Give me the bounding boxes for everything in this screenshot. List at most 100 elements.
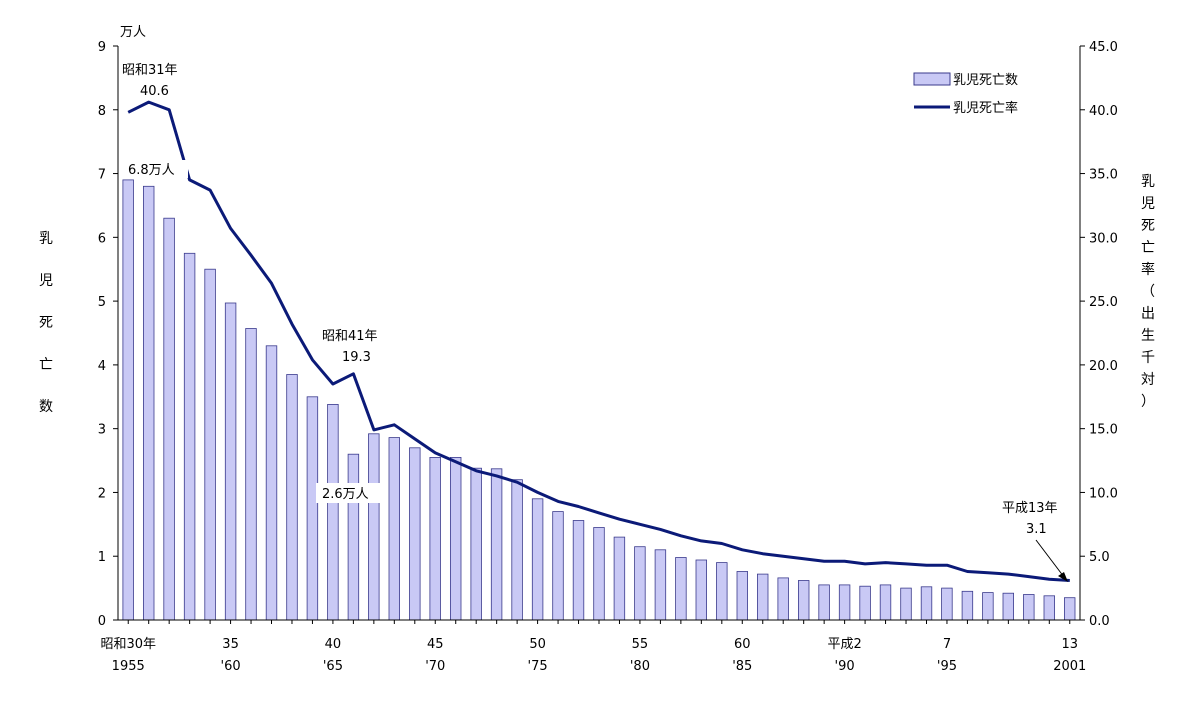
bar-1962: [265, 345, 278, 621]
bar-1999: [1023, 594, 1035, 621]
left-axis-unit: 万人: [120, 25, 146, 40]
left-tick-label: 0: [98, 614, 106, 629]
left-tick-label: 2: [98, 486, 106, 501]
bar-1960: [224, 302, 237, 621]
right-tick-label: 5.0: [1089, 550, 1110, 565]
bar-1956: [142, 185, 155, 621]
bar-1969: [409, 447, 421, 621]
bar-1964: [306, 396, 319, 621]
bar-1978: [593, 527, 605, 621]
legend-swatch-count: [913, 72, 951, 86]
x-tick-label-top: 55: [632, 637, 649, 652]
right-axis-title-char: 亡: [1141, 240, 1155, 256]
annotation-2001-arrow: [1035, 539, 1065, 578]
left-tick-label: 7: [98, 168, 106, 183]
x-tick-label-bottom: '65: [323, 659, 343, 674]
left-tick-label: 8: [98, 104, 106, 119]
annotation-2001-value: 3.1: [1026, 522, 1047, 537]
bar-series: [122, 179, 1076, 621]
x-tick-label-top: 昭和30年: [100, 637, 156, 652]
bar-1993: [900, 587, 912, 621]
right-axis-title-char: 死: [1141, 218, 1155, 234]
bar-1982: [675, 557, 687, 621]
right-tick-label: 25.0: [1089, 295, 1118, 310]
right-tick-label: 30.0: [1089, 231, 1118, 246]
bar-label-bg-1955: [124, 160, 188, 178]
bar-1957: [163, 217, 175, 621]
left-tick-label: 6: [98, 231, 106, 246]
bar-1965: [327, 403, 339, 621]
x-tick-label-top: 13: [1061, 637, 1078, 652]
bar-1967: [368, 433, 380, 621]
bar-1971: [449, 456, 462, 621]
right-tick-label: 20.0: [1089, 359, 1118, 374]
bar-1977: [572, 520, 585, 621]
annotation-2001-arrowhead: [1058, 572, 1068, 582]
annotation-1966-year: 昭和41年: [322, 329, 378, 344]
bar-1955: [122, 179, 134, 621]
bar-1976: [552, 511, 564, 621]
bar-1991: [859, 585, 871, 621]
left-tick-label: 4: [98, 359, 106, 374]
bar-1968: [388, 437, 401, 621]
right-axis-title-char: 児: [1141, 196, 1155, 212]
right-axis-title-char: 千: [1141, 350, 1155, 366]
left-tick-label: 1: [98, 550, 106, 565]
annotation-1966-value: 19.3: [342, 350, 371, 365]
bar-1996: [961, 590, 974, 621]
bar-1990: [838, 584, 851, 621]
x-tick-label-bottom: 2001: [1053, 659, 1086, 674]
right-axis-title-char: （: [1141, 284, 1155, 300]
x-tick-label-top: 45: [427, 637, 444, 652]
bar-1984: [716, 562, 728, 621]
legend-label-rate: 乳児死亡率: [953, 100, 1018, 116]
left-axis-title-char: 数: [39, 399, 53, 415]
annotation-1956-value: 40.6: [140, 84, 169, 99]
bar-1981: [654, 549, 667, 621]
bar-1986: [757, 573, 769, 621]
left-tick-label: 5: [98, 295, 106, 310]
bar-1961: [245, 328, 257, 621]
x-tick-label-bottom: '90: [835, 659, 855, 674]
bar-label-1966: 2.6万人: [322, 487, 369, 502]
right-axis-title-char: 率: [1141, 261, 1155, 278]
left-axis-title-char: 死: [39, 315, 53, 331]
bar-1959: [204, 268, 216, 621]
x-tick-label-top: 平成2: [827, 637, 861, 652]
x-tick-label-top: 40: [325, 637, 342, 652]
bar-1979: [613, 536, 626, 621]
bar-1988: [798, 580, 810, 621]
bar-1994: [920, 586, 933, 621]
left-axis-title-char: 児: [39, 273, 53, 289]
bar-label-bg-1966: [316, 483, 382, 503]
bar-1997: [982, 592, 994, 621]
bar-1983: [695, 559, 708, 621]
right-tick-label: 45.0: [1089, 40, 1118, 55]
x-tick-label-top: 50: [529, 637, 546, 652]
bar-1972: [470, 467, 482, 621]
bar-1987: [777, 577, 789, 621]
bar-1998: [1002, 592, 1015, 621]
bar-1995: [941, 587, 953, 621]
bar-1958: [183, 252, 196, 621]
legend: 乳児死亡数 乳児死亡率: [913, 72, 1018, 116]
left-axis-title-char: 乳: [39, 231, 53, 247]
bar-label-1955: 6.8万人: [128, 163, 175, 178]
annotation-2001-year: 平成13年: [1002, 501, 1058, 516]
bar-2001: [1064, 597, 1076, 621]
x-tick-label-bottom: '95: [937, 659, 957, 674]
x-tick-label-bottom: '85: [732, 659, 752, 674]
right-axis-title-char: 対: [1141, 372, 1155, 388]
bar-1980: [634, 546, 646, 621]
bar-1985: [736, 571, 749, 621]
bar-1973: [490, 468, 503, 621]
right-tick-label: 0.0: [1089, 614, 1110, 629]
x-tick-label-bottom: 1955: [112, 659, 145, 674]
right-tick-label: 15.0: [1089, 423, 1118, 438]
bar-1989: [818, 584, 830, 621]
x-tick-label-bottom: '75: [528, 659, 548, 674]
tick-group: 01234567890.05.010.015.020.025.030.035.0…: [98, 40, 1118, 674]
right-axis-title-char: 生: [1141, 328, 1155, 344]
